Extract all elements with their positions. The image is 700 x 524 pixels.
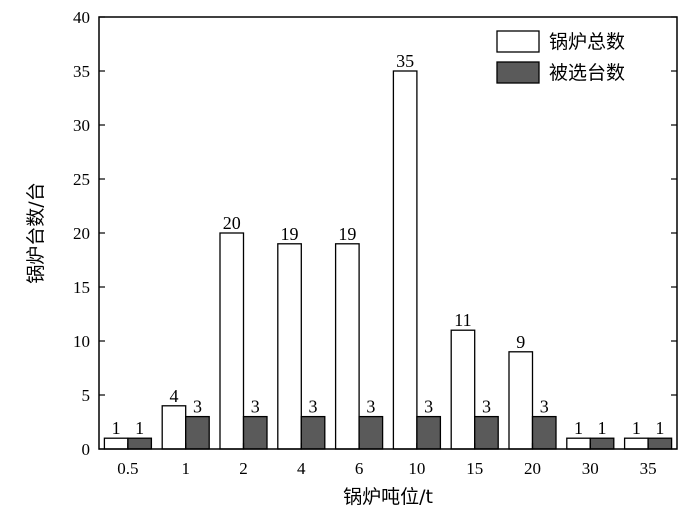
bar-selected	[647, 437, 673, 450]
bar-total	[392, 70, 418, 450]
x-tick-label: 15	[466, 459, 483, 478]
bar-total	[623, 437, 649, 450]
y-tick-label: 40	[73, 8, 90, 27]
bar-total	[334, 243, 360, 450]
data-label-total: 35	[396, 51, 414, 71]
y-axis: 0 5 10 15 20 25 30 35 40	[73, 8, 677, 459]
bar-selected	[474, 415, 499, 450]
bar-total	[566, 437, 591, 450]
x-tick-label: 10	[408, 459, 425, 478]
data-label-selected: 3	[424, 397, 433, 417]
legend: 锅炉总数 被选台数	[496, 30, 625, 84]
y-tick-label: 35	[73, 62, 90, 81]
data-label-selected: 3	[366, 397, 375, 417]
y-tick-label: 5	[82, 386, 91, 405]
y-tick-label: 0	[82, 440, 91, 459]
y-tick-label: 30	[73, 116, 90, 135]
x-tick-label: 20	[524, 459, 541, 478]
x-axis: 0.5 1 2 4 6 10 15 20 30 35	[117, 443, 657, 478]
y-tick-label: 15	[73, 278, 90, 297]
y-tick-label: 20	[73, 224, 90, 243]
x-tick-label: 6	[355, 459, 364, 478]
y-tick-label: 10	[73, 332, 90, 351]
bar-selected	[242, 415, 268, 450]
data-label-selected: 1	[655, 418, 664, 438]
data-label-selected: 3	[251, 397, 260, 417]
data-label-total: 19	[281, 224, 299, 244]
data-label-selected: 3	[540, 397, 549, 417]
data-label-total: 9	[516, 332, 525, 352]
data-label-total: 19	[338, 224, 356, 244]
x-tick-label: 30	[582, 459, 599, 478]
bar-selected	[127, 437, 153, 450]
bar-total	[161, 405, 187, 450]
bar-selected	[531, 415, 557, 450]
bars-group	[103, 70, 673, 450]
y-axis-title: 锅炉台数/台	[25, 182, 47, 283]
data-label-total: 4	[169, 386, 178, 406]
x-tick-label: 0.5	[117, 459, 138, 478]
legend-label-total: 锅炉总数	[549, 31, 625, 53]
data-label-total: 1	[574, 418, 583, 438]
data-label-total: 1	[112, 418, 121, 438]
data-label-selected: 3	[193, 397, 202, 417]
legend-label-selected: 被选台数	[549, 62, 625, 84]
bar-total	[103, 437, 129, 450]
data-label-selected: 3	[482, 397, 491, 417]
bar-selected	[300, 415, 326, 450]
bar-total	[450, 329, 476, 450]
x-tick-label: 35	[640, 459, 657, 478]
y-tick-label: 25	[73, 170, 90, 189]
data-label-selected: 3	[309, 397, 318, 417]
data-label-selected: 1	[598, 418, 607, 438]
bar-selected	[358, 415, 384, 450]
x-tick-label: 2	[239, 459, 248, 478]
data-label-total: 1	[632, 418, 641, 438]
data-label-total: 11	[454, 310, 471, 330]
x-tick-label: 1	[181, 459, 190, 478]
bar-total	[219, 232, 245, 450]
bar-total	[508, 351, 534, 450]
bar-selected	[416, 415, 442, 450]
legend-swatch-selected	[496, 61, 540, 84]
x-axis-title: 锅炉吨位/t	[343, 486, 433, 508]
legend-swatch-total	[496, 30, 540, 53]
x-tick-label: 4	[297, 459, 306, 478]
bar-selected	[589, 437, 615, 450]
plot-frame	[98, 16, 678, 450]
data-label-selected: 1	[135, 418, 144, 438]
bar-selected	[185, 415, 210, 450]
data-label-total: 20	[223, 213, 241, 233]
bar-total	[277, 243, 302, 450]
